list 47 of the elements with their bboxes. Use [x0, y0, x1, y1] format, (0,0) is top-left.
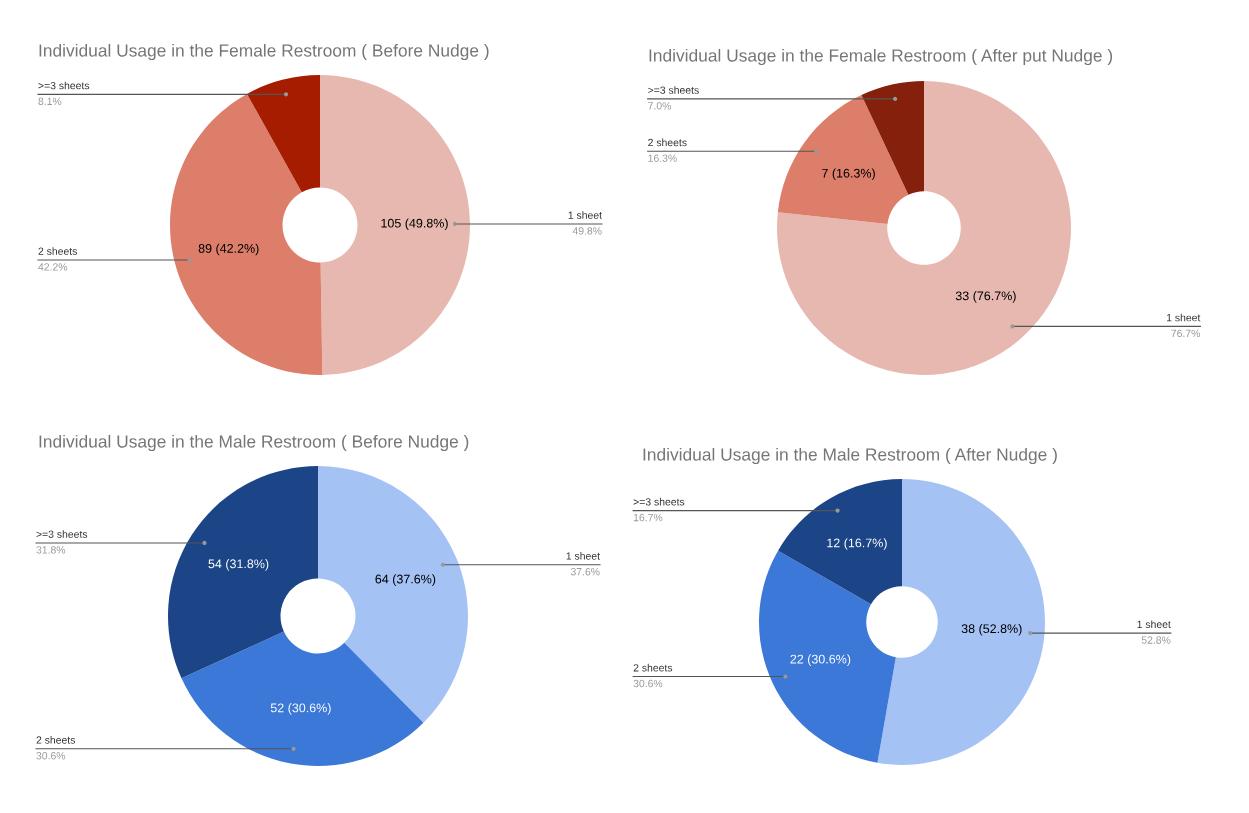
slice-label: >=3 sheets: [648, 86, 699, 94]
donut-slice: [320, 75, 470, 375]
slice-label: 2 sheets: [633, 663, 673, 672]
text: 105 (49.8%): [381, 218, 448, 231]
donut-slice: [777, 81, 1071, 375]
text: 89 (42.2%): [198, 243, 259, 256]
data-label: 16.3%: [648, 154, 677, 162]
slice-label: 1 sheet: [1166, 313, 1201, 322]
text: 33 (76.7%): [955, 291, 1016, 303]
data-label: 49.8%: [572, 227, 602, 235]
slice-label: 1 sheet: [568, 211, 602, 219]
slice-label: >=3 sheets: [633, 497, 685, 506]
donut-slice: [759, 550, 896, 763]
text: 54 (31.8%): [208, 559, 269, 571]
text: 22 (30.6%): [790, 654, 851, 667]
data-label: 76.7%: [1171, 329, 1200, 338]
chart-title: Individual Usage in the Female Restroom ( Before Nudge ): [39, 43, 489, 61]
data-label: 30.6%: [633, 679, 663, 688]
slice-label: 2 sheets: [36, 736, 75, 744]
text: 12 (16.7%): [827, 538, 887, 550]
text: 38 (52.8%): [961, 623, 1022, 636]
slice-label: >=3 sheets: [38, 81, 90, 90]
chart-title: Individual Usage in the Female Restroom ( After put Nudge ): [649, 48, 1113, 66]
text: 64 (37.6%): [375, 574, 436, 586]
data-label: 16.7%: [633, 513, 663, 522]
data-label: 42.2%: [38, 263, 68, 271]
data-label: 31.8%: [36, 546, 66, 554]
slice-label: 2 sheets: [38, 247, 77, 255]
donut-slice: [168, 466, 318, 679]
text: 7 (16.3%): [822, 168, 875, 181]
data-label: 30.6%: [36, 752, 66, 760]
data-label: 52.8%: [1141, 636, 1171, 644]
donut-slice: [778, 479, 902, 605]
donut-slice: [181, 631, 424, 766]
donut-slice: [777, 94, 909, 225]
data-label: 8.1%: [38, 97, 62, 105]
chart-title: Individual Usage in the Male Restroom ( Before Nudge ): [39, 434, 469, 452]
slice-label: 1 sheet: [1137, 620, 1171, 629]
data-label: 7.0%: [648, 102, 672, 110]
text: 52 (30.6%): [270, 703, 331, 715]
data-label: 37.6%: [570, 568, 600, 576]
donut-slice: [246, 75, 320, 193]
donut-slice: [170, 93, 323, 375]
slice-label: 1 sheet: [566, 552, 600, 560]
chart-title: Individual Usage in the Male Restroom ( After Nudge ): [643, 447, 1057, 465]
slice-label: >=3 sheets: [36, 530, 88, 538]
slice-label: 2 sheets: [648, 138, 687, 147]
